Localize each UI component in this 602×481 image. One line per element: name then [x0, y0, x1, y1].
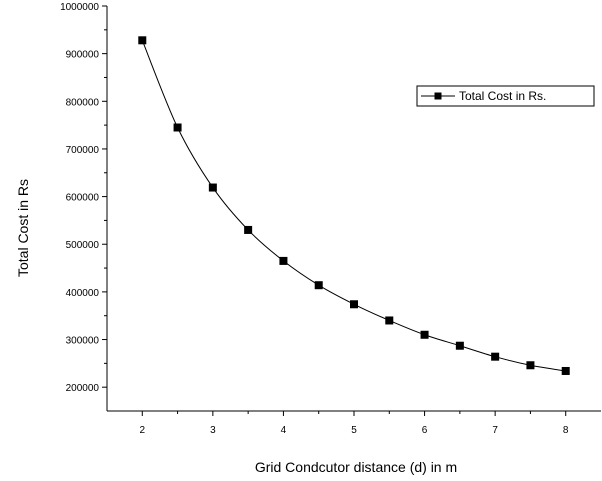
data-point — [314, 281, 323, 290]
data-point — [420, 330, 429, 339]
y-tick-label: 400000 — [66, 288, 100, 299]
y-tick-label: 300000 — [66, 336, 100, 347]
data-point — [350, 300, 358, 309]
data-point — [279, 256, 288, 265]
x-tick-label: 7 — [492, 425, 498, 436]
data-point — [244, 225, 253, 234]
y-tick-label: 500000 — [66, 240, 100, 251]
x-tick-label: 5 — [351, 425, 357, 436]
x-tick-label: 2 — [140, 425, 146, 436]
y-tick-label: 800000 — [66, 97, 100, 108]
x-axis-ticks: 2 3 4 5 6 7 8 — [140, 411, 569, 436]
axes — [106, 6, 601, 412]
data-point — [173, 123, 182, 132]
x-axis-title: Grid Condcutor distance (d) in m — [255, 459, 457, 475]
y-axis-ticks: 200000 300000 400000 500000 600000 700000 8000… — [60, 2, 107, 394]
legend: Total Cost in Rs. — [416, 85, 595, 107]
x-tick-label: 3 — [210, 425, 216, 436]
y-tick-label: 900000 — [66, 50, 100, 61]
data-point — [208, 183, 217, 192]
y-tick-label: 700000 — [66, 145, 100, 156]
x-tick-label: 6 — [422, 425, 428, 436]
data-point — [455, 341, 464, 350]
data-point — [491, 352, 500, 361]
series-group — [138, 36, 570, 375]
data-point — [138, 36, 147, 45]
y-tick-label: 1000000 — [60, 2, 99, 13]
y-axis-title: Total Cost in Rs — [15, 179, 31, 277]
data-point — [385, 316, 394, 325]
data-point — [561, 366, 570, 375]
y-tick-label: 200000 — [66, 383, 100, 394]
y-tick-label: 600000 — [66, 193, 100, 204]
x-tick-label: 8 — [563, 425, 569, 436]
legend-label: Total Cost in Rs. — [459, 89, 546, 103]
data-point — [526, 361, 535, 370]
legend-box — [416, 85, 595, 107]
x-tick-label: 4 — [281, 425, 287, 436]
legend-marker — [434, 92, 442, 100]
